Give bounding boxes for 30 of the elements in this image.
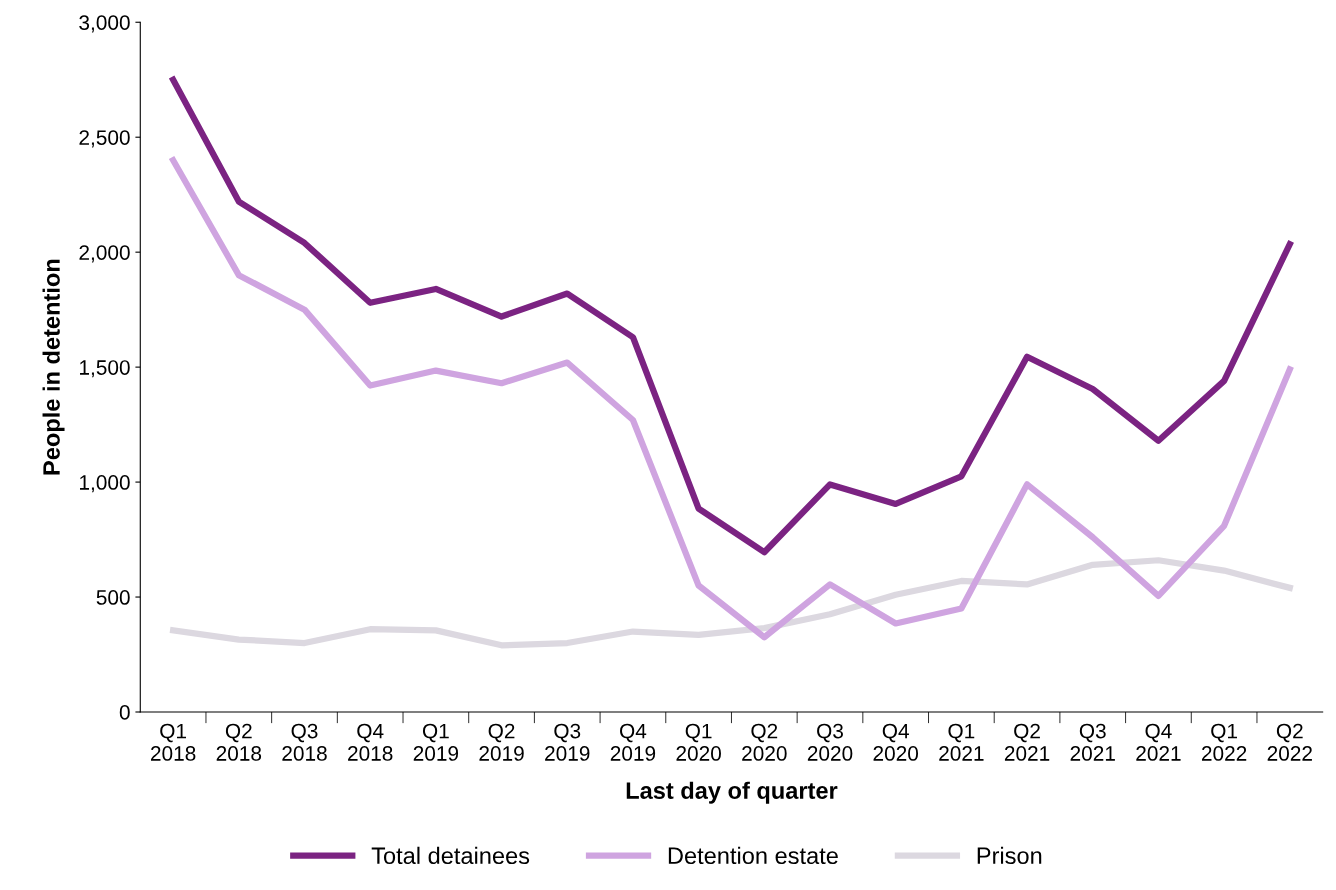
x-tick-label: Q3 2019 [545, 723, 590, 761]
y-axis-title: People in detention [42, 259, 65, 475]
y-tick-label: 2,500 [79, 130, 130, 148]
x-tick-label: Q3 2018 [282, 723, 327, 761]
x-tick-label: Q4 2021 [1136, 723, 1181, 761]
x-tick-label: Q3 2020 [807, 723, 853, 761]
x-tick-label: Q1 2019 [413, 723, 459, 761]
legend-label: Prison [977, 846, 1042, 865]
x-tick-label: Q2 2019 [479, 723, 524, 761]
y-tick-label: 3,000 [79, 15, 130, 33]
legend-label: Total detainees [371, 846, 530, 865]
x-tick-label: Q2 2020 [742, 723, 787, 761]
x-tick-label: Q4 2019 [610, 723, 656, 761]
x-tick-label: Q1 2018 [151, 723, 196, 761]
y-tick-label: 1,500 [80, 360, 130, 378]
y-tick-label: 1,000 [80, 475, 130, 493]
y-tick-label: 2,000 [79, 245, 130, 263]
x-tick-label: Q2 2021 [1004, 723, 1050, 761]
legend-label: Detention estate [668, 846, 838, 865]
x-tick-label: Q2 2018 [216, 723, 262, 761]
x-tick-label: Q1 2020 [676, 723, 721, 761]
x-tick-label: Q1 2021 [939, 723, 984, 761]
x-tick-label: Q1 2022 [1201, 723, 1247, 761]
y-tick-label: 0 [119, 705, 130, 720]
x-tick-label: Q4 2020 [873, 723, 919, 761]
x-tick-label: Q2 2022 [1267, 723, 1312, 761]
x-tick-label: Q4 2018 [348, 723, 393, 761]
y-tick-label: 500 [96, 590, 130, 605]
x-tick-label: Q3 2021 [1070, 723, 1115, 761]
x-axis-title: Last day of quarter [626, 781, 838, 804]
